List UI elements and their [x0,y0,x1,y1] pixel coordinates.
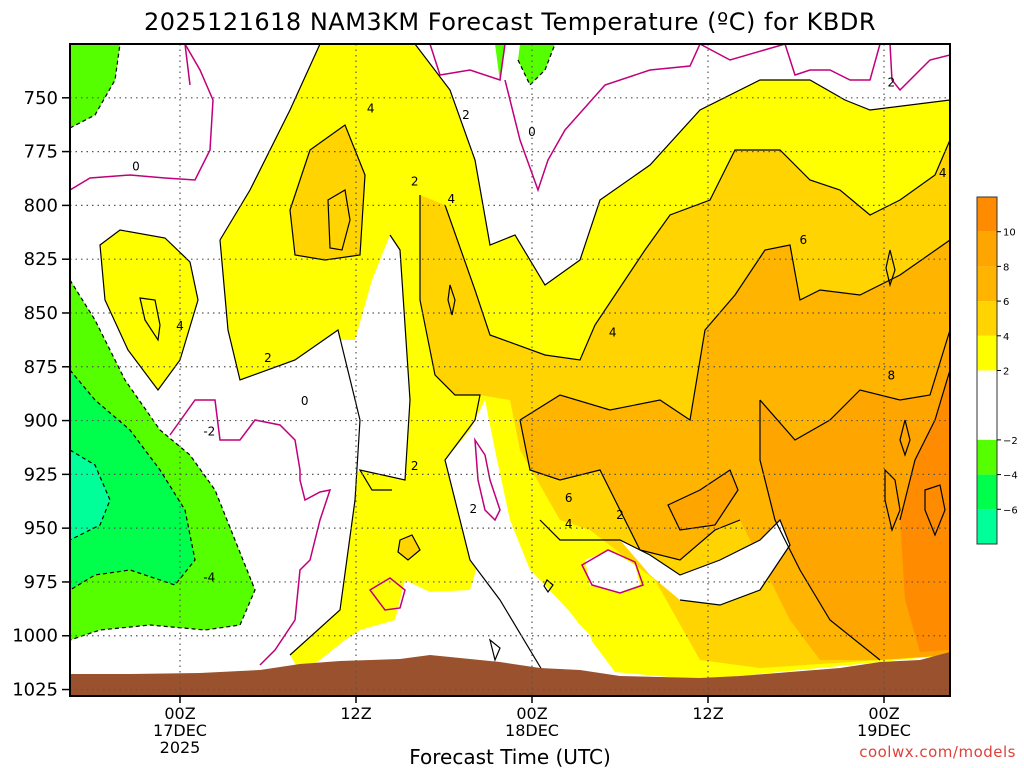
contour-label: -4 [203,571,215,585]
region-white-mid [300,235,410,490]
contour-label: 0 [132,160,140,174]
region-4to6-upper [290,125,365,260]
x-tick-label: 00Z [516,704,547,723]
colorbar-tick-label: 6 [1003,297,1009,308]
colorbar-tick-label: 8 [1003,262,1009,273]
x-tick-label: 2025 [160,738,201,757]
contours-solid [99,44,950,676]
region-below-minus6 [70,450,110,540]
y-tick-label: 775 [24,142,58,163]
contour-label: 4 [939,166,947,180]
y-tick-label: 1000 [12,626,58,647]
y-axis: 750 775 800 825 850 875 900 925 950 975 1000 1025 [12,88,70,701]
plot-frame [69,43,951,697]
contour-label: 4 [609,325,617,339]
plot-area: 0 4 2 0 2 4 6 4 4 2 0 8 -2 2 2 6 4 2 -4 2 4 [70,44,950,696]
colorbar-bin [977,266,997,302]
contour-label: 4 [565,517,573,531]
y-tick-label: 800 [24,195,58,216]
contour-label: 2 [888,76,896,90]
contour-label: 2 [462,108,470,122]
contour-label: 8 [888,368,896,382]
colorbar-bin [977,301,997,336]
contour-label: 0 [301,394,309,408]
colorbar-bin [977,335,997,371]
colorbar-bin [977,197,997,232]
y-tick-label: 900 [24,411,58,432]
region-8-blob-mid [668,470,738,530]
terrain-surface [70,652,950,696]
y-tick-label: 825 [24,249,58,270]
colorbar-bin [977,231,997,267]
contour-label: 4 [367,102,375,116]
y-tick-label: 925 [24,464,58,485]
x-axis-label: Forecast Time (UTC) [409,745,611,768]
contour-label: 2 [411,459,419,473]
region-below-minus2-top [70,44,120,128]
x-tick-label: 19DEC [857,721,911,740]
colorbar-bin [977,474,997,510]
x-tick-label: 00Z [868,704,899,723]
y-tick-label: 1025 [12,680,58,701]
contour-label: -2 [203,424,215,438]
y-tick-label: 750 [24,88,58,109]
colorbar-tick-label: −6 [1003,505,1018,516]
colorbar-tick-label: 4 [1003,332,1009,343]
x-tick-label: 00Z [164,704,195,723]
region-white-right [620,520,790,605]
contour-label: 2 [470,502,478,516]
colorbar-bin [977,439,997,475]
x-tick-label: 17DEC [153,721,207,740]
contour-label: 4 [448,192,456,206]
contours-dashed [70,44,556,641]
contour-label: 2 [411,175,419,189]
contour-label: 2 [616,508,624,522]
colorbar-bin [977,370,997,440]
contour-label: 6 [565,491,573,505]
y-tick-label: 875 [24,357,58,378]
contour-labels: 0 4 2 0 2 4 6 4 4 2 0 8 -2 2 2 6 4 2 -4 2 4 [132,76,946,585]
region-white-lower [445,400,605,680]
colorbar-tick-label: −2 [1003,436,1018,447]
region-8to10 [760,330,950,660]
colorbar: 10 8 6 4 2 −2 −4 −6 [976,196,1018,545]
colorbar-tick-label: −4 [1003,471,1018,482]
y-tick-label: 950 [24,518,58,539]
region-2to4-small [100,230,198,390]
contour-label: 2 [264,351,272,365]
region-small-440 [398,535,420,560]
colorbar-bin [977,509,997,544]
colorbar-tick-label: 10 [1003,228,1016,239]
contours-zero [70,44,950,666]
x-tick-label: 12Z [692,704,723,723]
y-tick-label: 850 [24,303,58,324]
colorbar-tick-label: 2 [1003,367,1009,378]
y-tick-label: 975 [24,572,58,593]
x-tick-label: 12Z [340,704,371,723]
contour-label: 0 [528,125,536,139]
contour-label: 6 [800,233,808,247]
chart-title: 2025121618 NAM3KM Forecast Temperature (… [144,8,876,36]
contour-label: 4 [176,319,184,333]
region-below-minus4 [70,370,195,590]
grid-lines [70,44,950,696]
x-tick-label: 18DEC [505,721,559,740]
credit-text: coolwx.com/models [859,743,1016,761]
